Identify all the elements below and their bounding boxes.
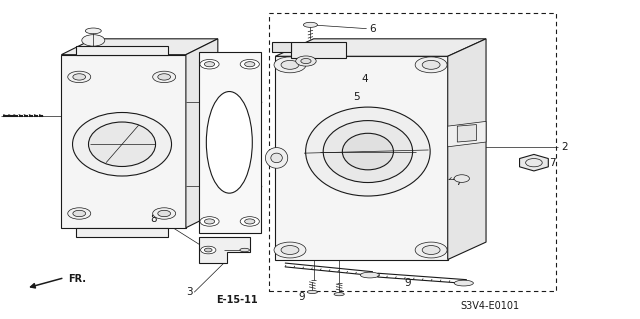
Text: E-15-11: E-15-11: [216, 295, 258, 305]
Circle shape: [153, 71, 175, 83]
Polygon shape: [448, 122, 486, 147]
Circle shape: [82, 35, 105, 46]
Ellipse shape: [454, 280, 474, 286]
Ellipse shape: [323, 121, 413, 182]
Polygon shape: [61, 39, 218, 55]
Circle shape: [422, 246, 440, 255]
Circle shape: [240, 59, 259, 69]
Text: 2: 2: [561, 142, 568, 152]
Text: S3V4-E0101: S3V4-E0101: [461, 301, 520, 311]
Text: 3: 3: [186, 287, 193, 297]
Circle shape: [281, 246, 299, 255]
Polygon shape: [186, 39, 218, 228]
Polygon shape: [275, 56, 448, 260]
Ellipse shape: [307, 290, 317, 293]
Polygon shape: [520, 154, 548, 171]
Polygon shape: [76, 228, 168, 237]
Circle shape: [301, 58, 311, 63]
Text: 9: 9: [404, 278, 411, 288]
Ellipse shape: [334, 293, 344, 296]
Ellipse shape: [240, 248, 250, 252]
Ellipse shape: [206, 92, 252, 193]
Circle shape: [200, 59, 219, 69]
Circle shape: [296, 56, 316, 66]
Text: 7: 7: [454, 177, 461, 187]
Circle shape: [204, 248, 212, 252]
Ellipse shape: [342, 133, 394, 170]
Circle shape: [244, 62, 255, 67]
Text: 6: 6: [369, 24, 376, 33]
Circle shape: [281, 60, 299, 69]
Ellipse shape: [72, 113, 172, 176]
Circle shape: [204, 219, 214, 224]
Polygon shape: [76, 46, 168, 55]
Circle shape: [415, 57, 447, 73]
Text: FR.: FR.: [68, 274, 86, 284]
Ellipse shape: [248, 100, 262, 105]
Text: 7: 7: [548, 158, 556, 168]
Polygon shape: [272, 42, 291, 51]
Circle shape: [244, 219, 255, 224]
Ellipse shape: [266, 148, 288, 168]
Circle shape: [68, 71, 91, 83]
Polygon shape: [448, 39, 486, 260]
Ellipse shape: [85, 28, 101, 34]
Polygon shape: [291, 42, 346, 58]
Circle shape: [68, 208, 91, 219]
Circle shape: [415, 242, 447, 258]
Text: 5: 5: [353, 92, 360, 102]
Ellipse shape: [248, 184, 262, 189]
Polygon shape: [198, 51, 261, 233]
Circle shape: [240, 217, 259, 226]
Circle shape: [422, 60, 440, 69]
Circle shape: [73, 210, 86, 217]
Polygon shape: [275, 39, 486, 56]
Text: 4: 4: [362, 73, 368, 84]
Text: 8: 8: [150, 214, 157, 224]
Circle shape: [153, 208, 175, 219]
Polygon shape: [198, 237, 250, 263]
Ellipse shape: [271, 153, 282, 163]
Circle shape: [200, 217, 219, 226]
Circle shape: [158, 74, 171, 80]
Circle shape: [274, 242, 306, 258]
Ellipse shape: [306, 107, 430, 196]
Text: 1: 1: [251, 91, 258, 101]
Circle shape: [274, 57, 306, 73]
Circle shape: [73, 74, 86, 80]
Polygon shape: [458, 124, 476, 142]
Text: 9: 9: [299, 292, 305, 302]
Circle shape: [200, 246, 216, 254]
Circle shape: [158, 210, 171, 217]
Circle shape: [204, 62, 214, 67]
Ellipse shape: [303, 22, 317, 27]
Ellipse shape: [88, 122, 156, 167]
Polygon shape: [61, 55, 186, 228]
Circle shape: [454, 175, 469, 182]
Ellipse shape: [360, 272, 380, 278]
